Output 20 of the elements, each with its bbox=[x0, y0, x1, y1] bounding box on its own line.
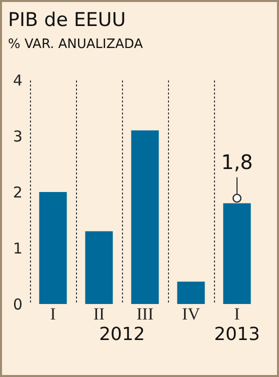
chart-subtitle: % VAR. ANUALIZADA bbox=[8, 37, 143, 52]
y-tick-label: 3 bbox=[12, 128, 22, 146]
chart-title: PIB de EEUU bbox=[8, 9, 126, 31]
bar bbox=[177, 282, 205, 304]
bar bbox=[39, 192, 67, 304]
y-tick-label: 1 bbox=[12, 240, 22, 258]
x-tick-label: I bbox=[50, 304, 56, 324]
x-tick-label: I bbox=[234, 304, 240, 324]
bar bbox=[223, 203, 251, 304]
bar bbox=[131, 130, 159, 304]
y-tick-label: 2 bbox=[12, 184, 22, 202]
y-tick-label: 4 bbox=[12, 72, 22, 90]
data-label: 1,8 bbox=[221, 150, 253, 174]
bar bbox=[85, 231, 113, 304]
x-tick-label: III bbox=[136, 304, 154, 324]
x-tick-label: II bbox=[93, 304, 105, 324]
x-tick-label: IV bbox=[182, 304, 201, 324]
text: 2012 bbox=[99, 324, 145, 345]
text: 2013 bbox=[214, 324, 260, 345]
y-tick-label: 0 bbox=[12, 296, 22, 314]
